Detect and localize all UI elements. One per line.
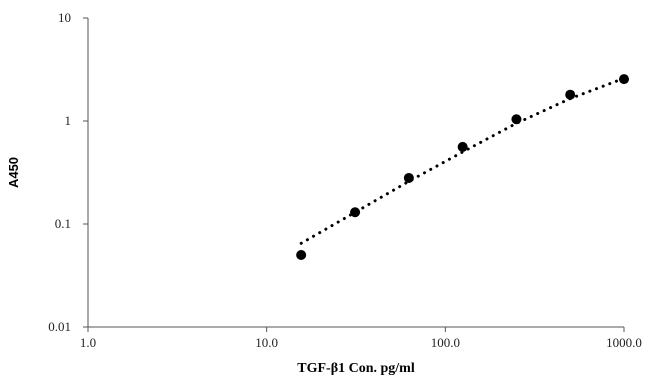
x-tick-label: 100.0 xyxy=(431,335,460,350)
x-ticks: 1.0 10.0 100.0 1000.0 xyxy=(80,327,642,350)
data-point xyxy=(350,207,361,218)
y-tick-label: 0.1 xyxy=(55,216,71,231)
data-point xyxy=(457,141,468,152)
y-tick-label: 1 xyxy=(65,113,72,128)
x-tick-label: 10.0 xyxy=(255,335,278,350)
y-tick-label: 0.01 xyxy=(48,319,71,334)
data-point xyxy=(565,89,576,100)
data-point xyxy=(619,74,629,85)
trendline xyxy=(299,76,626,245)
x-tick-label: 1.0 xyxy=(80,335,96,350)
data-point xyxy=(296,250,307,261)
data-point xyxy=(403,172,414,183)
y-tick-label: 10 xyxy=(58,10,71,25)
axes xyxy=(87,18,624,328)
data-point xyxy=(511,114,522,125)
x-axis-label: TGF-β1 Con. pg/ml xyxy=(297,361,415,376)
data-points xyxy=(296,74,629,261)
y-ticks: 0.01 0.1 1 10 xyxy=(48,10,88,334)
y-axis-label: A450 xyxy=(6,157,21,188)
x-tick-label: 1000.0 xyxy=(606,335,642,350)
trendline-group xyxy=(299,76,626,245)
